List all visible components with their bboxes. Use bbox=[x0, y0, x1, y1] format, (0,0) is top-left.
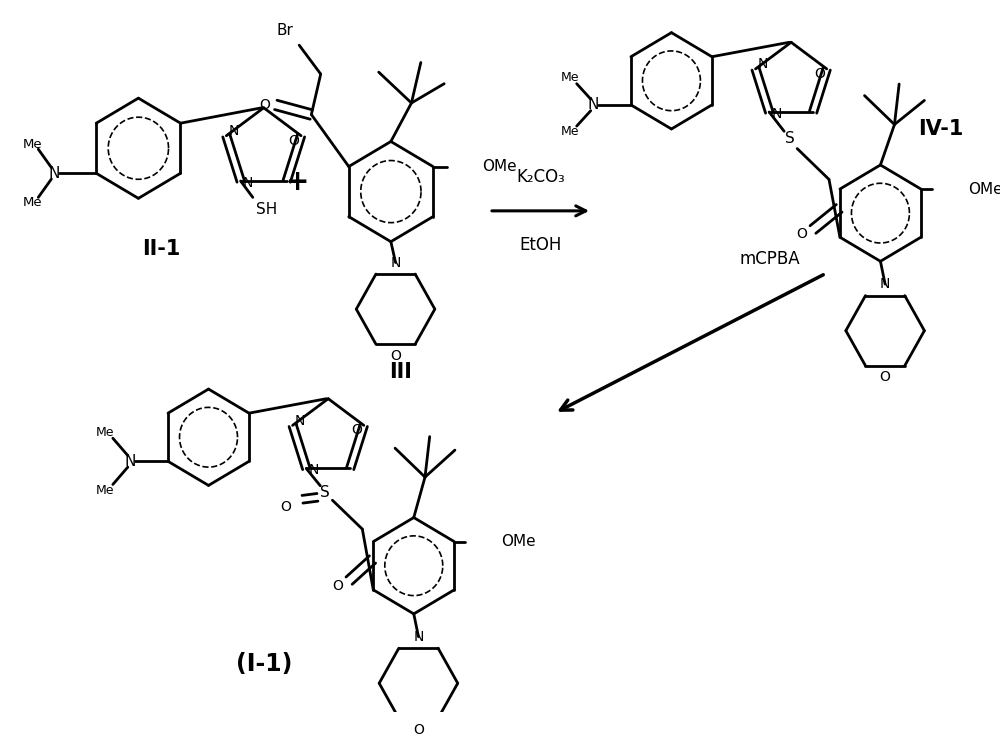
Text: N: N bbox=[229, 124, 239, 138]
Text: Me: Me bbox=[96, 484, 115, 497]
Text: OMe: OMe bbox=[968, 182, 1000, 197]
Text: OMe: OMe bbox=[501, 534, 536, 549]
Text: Me: Me bbox=[23, 196, 42, 209]
Text: N: N bbox=[390, 255, 401, 269]
Text: SH: SH bbox=[256, 202, 277, 217]
Text: Br: Br bbox=[277, 24, 294, 38]
Text: III: III bbox=[389, 361, 412, 382]
Text: S: S bbox=[320, 485, 330, 500]
Text: N: N bbox=[295, 414, 305, 428]
Text: O: O bbox=[796, 227, 807, 241]
Text: N: N bbox=[880, 277, 890, 291]
Text: O: O bbox=[332, 579, 343, 593]
Text: Me: Me bbox=[561, 71, 579, 85]
Text: O: O bbox=[390, 349, 401, 363]
Text: N: N bbox=[309, 464, 319, 478]
Text: N: N bbox=[243, 176, 253, 190]
Text: N: N bbox=[125, 454, 136, 469]
Text: N: N bbox=[758, 57, 768, 71]
Text: N: N bbox=[771, 107, 782, 121]
Text: mCPBA: mCPBA bbox=[739, 250, 800, 268]
Text: N: N bbox=[413, 629, 424, 644]
Text: Me: Me bbox=[96, 426, 115, 439]
Text: OMe: OMe bbox=[483, 159, 517, 174]
Text: O: O bbox=[814, 67, 825, 81]
Text: IV-1: IV-1 bbox=[919, 119, 964, 139]
Text: N: N bbox=[48, 166, 60, 181]
Text: O: O bbox=[280, 500, 291, 514]
Text: O: O bbox=[259, 98, 270, 112]
Text: O: O bbox=[351, 423, 362, 437]
Text: O: O bbox=[880, 370, 891, 384]
Text: K₂CO₃: K₂CO₃ bbox=[516, 168, 565, 186]
Text: II-1: II-1 bbox=[143, 239, 181, 259]
Text: Me: Me bbox=[23, 138, 42, 151]
Text: N: N bbox=[588, 97, 599, 113]
Text: +: + bbox=[286, 168, 309, 196]
Text: EtOH: EtOH bbox=[519, 236, 562, 254]
Text: O: O bbox=[288, 133, 299, 147]
Text: S: S bbox=[785, 132, 795, 146]
Text: O: O bbox=[413, 723, 424, 736]
Text: (I-1): (I-1) bbox=[236, 651, 293, 676]
Text: Me: Me bbox=[561, 125, 579, 138]
